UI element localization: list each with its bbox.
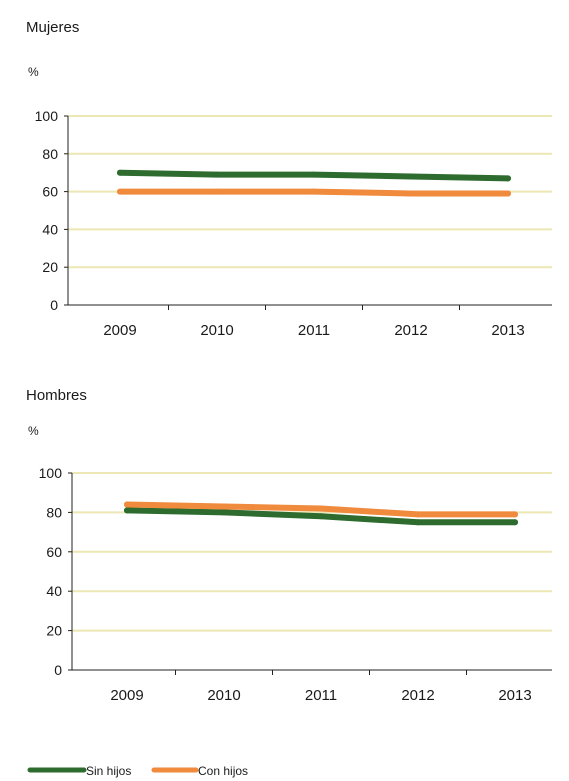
y-unit-label-mujeres: %	[28, 65, 39, 79]
legend-label-con-hijos: Con hijos	[198, 764, 248, 778]
chart-legend: Sin hijos Con hijos	[27, 764, 248, 778]
data-point-hombres-con-hijos-2009	[124, 501, 130, 508]
data-point-hombres-con-hijos-2011	[318, 505, 324, 512]
chart-panel-hombres: Hombres % 0 20 40 60 80 100 2009 2010 2011 2012 20…	[26, 387, 552, 704]
y-tick-label-mujeres-0: 0	[50, 297, 58, 313]
x-tick-label-hombres-2011: 2011	[305, 687, 337, 704]
x-tick-label-mujeres-2013: 2013	[491, 322, 524, 339]
data-point-hombres-sin-hijos-2011	[318, 513, 324, 520]
y-tick-label-mujeres-80: 80	[42, 146, 58, 162]
data-point-mujeres-sin-hijos-2011	[311, 171, 317, 178]
data-point-mujeres-sin-hijos-2012	[408, 173, 414, 180]
data-point-hombres-sin-hijos-2009	[124, 507, 130, 514]
data-point-mujeres-sin-hijos-2010	[214, 171, 220, 178]
y-tick-label-hombres-20: 20	[46, 623, 62, 639]
y-tick-label-hombres-40: 40	[46, 583, 62, 599]
x-tick-label-mujeres-2009: 2009	[103, 322, 136, 339]
data-point-mujeres-con-hijos-2010	[214, 188, 220, 195]
chart-title-hombres: Hombres	[26, 387, 87, 404]
data-point-hombres-sin-hijos-2012	[415, 519, 421, 526]
y-tick-label-mujeres-20: 20	[42, 259, 58, 275]
x-tick-label-mujeres-2010: 2010	[200, 322, 233, 339]
x-tick-label-hombres-2009: 2009	[110, 687, 143, 704]
data-point-hombres-con-hijos-2013	[512, 511, 518, 518]
data-point-mujeres-con-hijos-2011	[311, 188, 317, 195]
y-tick-label-hombres-60: 60	[46, 544, 62, 560]
y-tick-label-mujeres-100: 100	[35, 108, 59, 124]
data-point-mujeres-con-hijos-2009	[117, 188, 123, 195]
y-tick-label-mujeres-60: 60	[42, 184, 58, 200]
x-tick-label-mujeres-2012: 2012	[394, 322, 427, 339]
chart-panel-mujeres: Mujeres % 0 20 40 60 80 100 2009 2010 2011 2012 20…	[26, 19, 552, 339]
data-point-hombres-sin-hijos-2013	[512, 519, 518, 526]
chart-title-mujeres: Mujeres	[26, 19, 79, 36]
data-point-hombres-sin-hijos-2010	[221, 509, 227, 516]
y-tick-label-hombres-100: 100	[39, 465, 63, 481]
y-unit-label-hombres: %	[28, 424, 39, 438]
data-point-mujeres-con-hijos-2012	[408, 190, 414, 197]
data-point-hombres-con-hijos-2010	[221, 503, 227, 510]
x-tick-label-hombres-2010: 2010	[207, 687, 240, 704]
data-point-mujeres-sin-hijos-2009	[117, 169, 123, 176]
data-point-hombres-con-hijos-2012	[415, 511, 421, 518]
data-point-mujeres-sin-hijos-2013	[505, 175, 511, 182]
y-tick-label-hombres-80: 80	[46, 504, 62, 520]
legend-label-sin-hijos: Sin hijos	[86, 764, 131, 778]
y-tick-label-hombres-0: 0	[54, 662, 62, 678]
data-point-mujeres-con-hijos-2013	[505, 190, 511, 197]
x-tick-label-hombres-2012: 2012	[401, 687, 434, 704]
y-tick-label-mujeres-40: 40	[42, 221, 58, 237]
x-tick-label-mujeres-2011: 2011	[298, 322, 330, 339]
x-tick-label-hombres-2013: 2013	[498, 687, 531, 704]
